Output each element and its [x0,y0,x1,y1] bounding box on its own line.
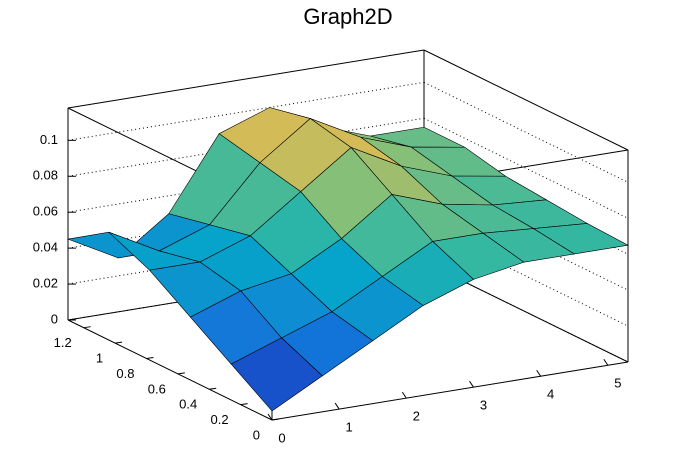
x-tick-label: 4 [547,387,554,402]
y-tick-label: 1.2 [54,335,72,350]
x-tick-label: 3 [480,398,487,413]
x-tick-label: 5 [614,376,621,391]
x-tick [267,413,273,421]
y-tick-label: 0.6 [148,381,166,396]
x-tick [469,380,474,388]
z-tick-label: 0 [51,311,58,326]
box-edge [423,49,629,151]
z-tick-label: 0.08 [33,168,58,183]
y-tick [146,356,154,359]
x-tick [603,359,609,366]
chart-title: Graph2D [303,4,392,29]
grid-line [67,81,425,141]
y-tick-label: 1 [96,351,103,366]
x-tick [536,369,542,377]
x-tick-label: 1 [346,419,353,434]
box-edge [67,319,273,421]
y-tick [83,326,91,329]
y-tick [271,418,280,421]
x-tick-label: 2 [413,409,420,424]
y-tick-label: 0.2 [211,412,229,427]
z-tick-label: 0.02 [33,276,58,291]
surface-cell [230,337,323,412]
z-tick-label: 0.06 [33,204,58,219]
x-tick [401,391,407,399]
y-tick-label: 0.8 [116,366,134,381]
y-tick [115,341,123,344]
z-tick-label: 0.1 [40,132,58,147]
y-tick [209,387,217,390]
x-tick-label: 0 [278,430,285,445]
box-edge [271,361,629,421]
z-tick-label: 0.04 [33,240,58,255]
y-tick [240,403,248,406]
x-tick [334,402,340,410]
box-edge [67,49,425,109]
y-tick-label: 0 [253,427,260,442]
y-tick [177,372,185,375]
y-tick-label: 0.4 [179,397,197,412]
